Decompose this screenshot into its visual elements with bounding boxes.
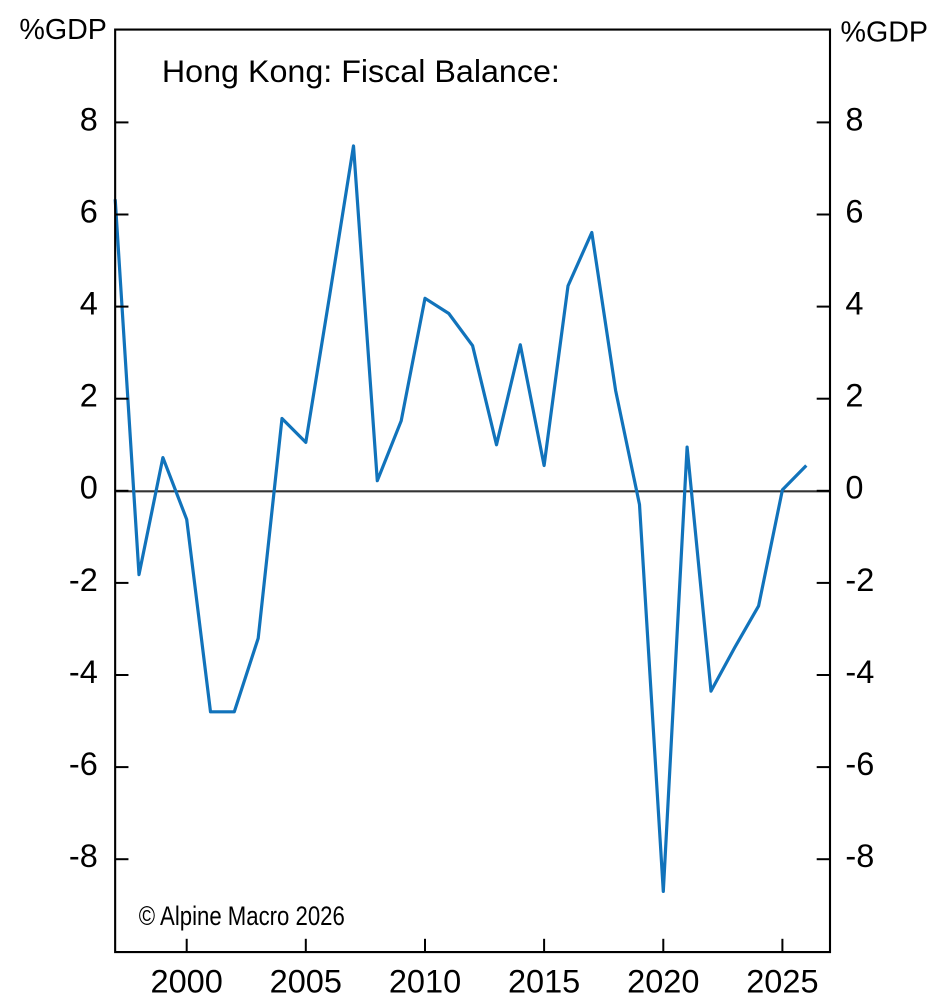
svg-text:-4: -4 [69,654,98,690]
svg-text:6: 6 [80,193,98,229]
svg-text:0: 0 [845,470,863,506]
svg-text:2000: 2000 [151,964,223,1000]
svg-text:6: 6 [845,193,863,229]
svg-text:-4: -4 [845,654,874,690]
svg-text:-8: -8 [69,838,98,874]
svg-text:8: 8 [845,101,863,137]
svg-text:%GDP: %GDP [841,17,929,49]
svg-text:-2: -2 [69,562,98,598]
svg-text:-8: -8 [845,838,874,874]
svg-text:4: 4 [845,286,863,322]
svg-text:0: 0 [80,470,98,506]
svg-text:4: 4 [80,286,98,322]
svg-text:-6: -6 [845,746,874,782]
svg-text:© Alpine Macro 2026: © Alpine Macro 2026 [139,901,345,931]
svg-text:2015: 2015 [508,964,580,1000]
svg-text:8: 8 [80,101,98,137]
svg-text:2025: 2025 [746,964,818,1000]
svg-text:2: 2 [80,378,98,414]
svg-text:-2: -2 [845,562,874,598]
svg-text:2020: 2020 [627,964,699,1000]
svg-text:2010: 2010 [389,964,461,1000]
svg-text:2005: 2005 [270,964,342,1000]
svg-text:Hong Kong: Fiscal Balance:: Hong Kong: Fiscal Balance: [162,53,560,89]
svg-text:%GDP: %GDP [19,14,107,46]
svg-text:2: 2 [845,378,863,414]
svg-text:-6: -6 [69,746,98,782]
